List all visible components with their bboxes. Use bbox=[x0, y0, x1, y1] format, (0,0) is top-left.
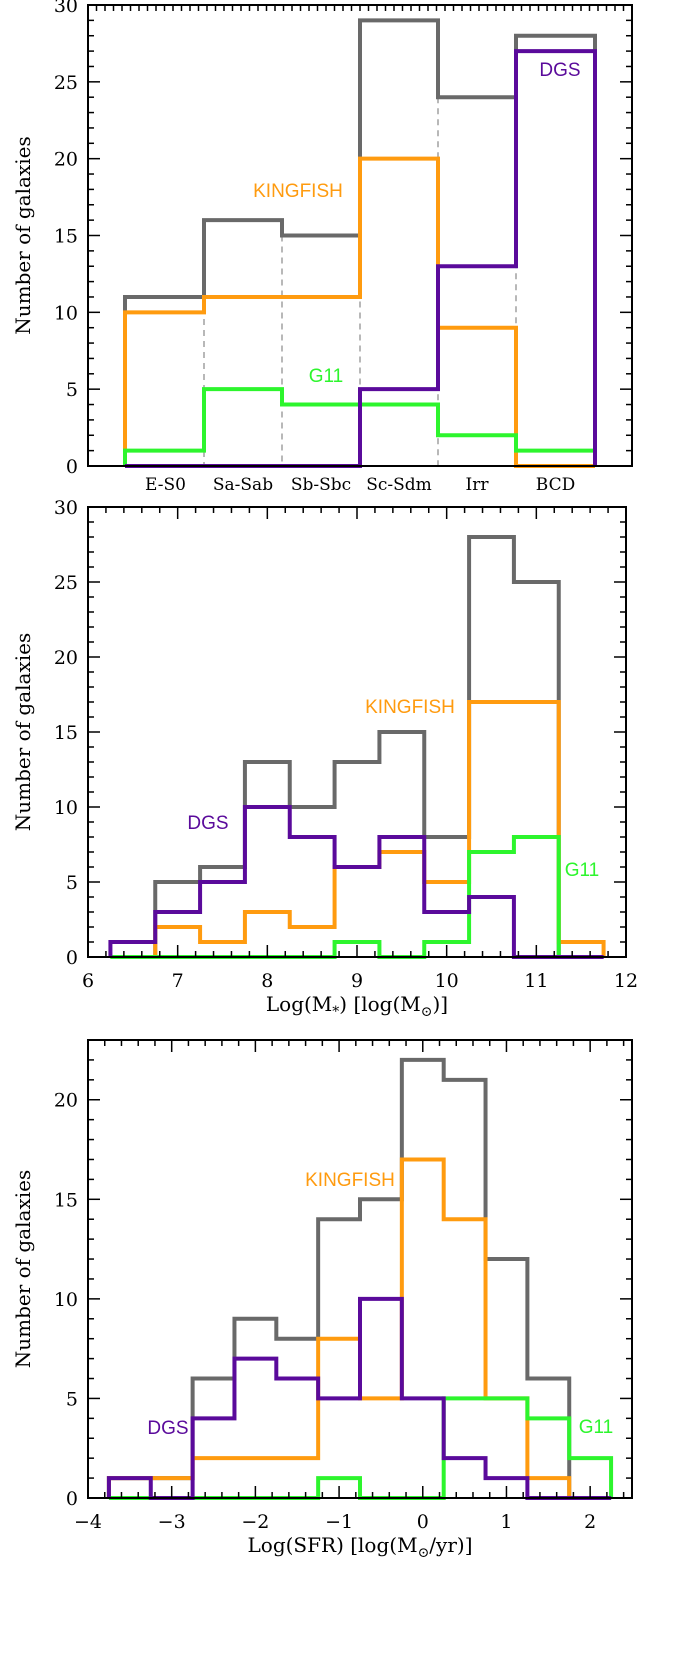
y-axis-title: Number of galaxies bbox=[11, 633, 35, 832]
x-tick-label: −1 bbox=[325, 1511, 353, 1533]
histogram-dgs bbox=[108, 805, 604, 959]
x-axis-title-part: Log(M bbox=[266, 992, 332, 1016]
series-label-g11: G11 bbox=[565, 860, 600, 881]
x-axis-title-part: )] bbox=[433, 992, 449, 1016]
y-tick-label: 5 bbox=[66, 1388, 78, 1410]
category-label: Irr bbox=[466, 475, 490, 495]
x-tick-label: −4 bbox=[74, 1511, 102, 1533]
category-label: E-S0 bbox=[145, 475, 186, 495]
y-tick-label: 20 bbox=[54, 1090, 78, 1112]
plot-frame bbox=[87, 1039, 633, 1499]
x-axis-title-subscript: ⊙ bbox=[421, 1004, 433, 1020]
series-label-g11: G11 bbox=[579, 1417, 614, 1438]
chart-panel-2: 0 5 10 15 20 25 30 6 7 8 9 10 11 12 Log(M*) [log(M⊙)] N… bbox=[11, 497, 638, 1020]
histogram-kingfish bbox=[123, 156, 595, 468]
y-tick-label: 15 bbox=[54, 226, 78, 248]
histogram-kingfish bbox=[110, 700, 606, 959]
category-label: Sb-Sbc bbox=[291, 475, 351, 495]
x-axis-title-subscript: ⊙ bbox=[418, 1545, 430, 1561]
x-axis-title-part: ) [log(M bbox=[339, 992, 420, 1016]
y-tick-label: 25 bbox=[54, 72, 78, 94]
x-tick-label: 9 bbox=[351, 970, 363, 992]
series-label-dgs: DGS bbox=[539, 60, 580, 81]
x-tick-label: 12 bbox=[614, 970, 638, 992]
x-axis-title-subscript: * bbox=[332, 1004, 339, 1020]
y-tick-label: 20 bbox=[54, 647, 78, 669]
series-label-kingfish: KINGFISH bbox=[305, 1170, 395, 1191]
histogram-total bbox=[106, 1057, 612, 1500]
plot-frame bbox=[87, 506, 627, 958]
x-axis-title-part: Log(SFR) [log(M bbox=[248, 1533, 418, 1557]
y-tick-label: 10 bbox=[54, 302, 78, 324]
x-tick-label: 8 bbox=[261, 970, 273, 992]
y-tick-label: 5 bbox=[66, 379, 78, 401]
y-tick-label: 0 bbox=[66, 1488, 78, 1510]
x-axis-title-part: /yr)] bbox=[429, 1533, 472, 1557]
histogram-g11 bbox=[110, 835, 604, 959]
series-label-dgs: DGS bbox=[147, 1418, 188, 1439]
x-tick-label: 6 bbox=[82, 970, 94, 992]
x-tick-label: 2 bbox=[584, 1511, 596, 1533]
histogram-total bbox=[110, 535, 604, 959]
y-tick-label: 10 bbox=[54, 797, 78, 819]
y-tick-label: 0 bbox=[66, 456, 78, 478]
category-label: Sa-Sab bbox=[213, 475, 273, 495]
x-tick-label: 7 bbox=[172, 970, 184, 992]
series-label-g11: G11 bbox=[309, 366, 344, 387]
y-tick-label: 20 bbox=[54, 149, 78, 171]
x-tick-label: −3 bbox=[158, 1511, 186, 1533]
chart-panel-1: 0 5 10 15 20 25 30 E-S0 Sa-Sab Sb-Sbc Sc-Sdm Irr BCD… bbox=[11, 0, 633, 495]
histogram-dgs bbox=[106, 1296, 612, 1500]
y-tick-label: 25 bbox=[54, 572, 78, 594]
x-tick-label: 11 bbox=[524, 970, 548, 992]
y-tick-label: 0 bbox=[66, 947, 78, 969]
x-axis-title: Log(SFR) [log(M⊙/yr)] bbox=[248, 1533, 473, 1561]
series-label-kingfish: KINGFISH bbox=[253, 181, 343, 202]
category-label: BCD bbox=[536, 475, 575, 495]
y-tick-label: 15 bbox=[54, 722, 78, 744]
y-tick-label: 30 bbox=[54, 0, 78, 17]
category-label: Sc-Sdm bbox=[366, 475, 432, 495]
y-axis-title: Number of galaxies bbox=[11, 1170, 35, 1369]
x-axis-title: Log(M*) [log(M⊙)] bbox=[266, 992, 448, 1020]
x-tick-label: 1 bbox=[500, 1511, 512, 1533]
x-tick-label: 10 bbox=[435, 970, 459, 992]
histogram-g11 bbox=[108, 1396, 614, 1500]
y-axis-title: Number of galaxies bbox=[11, 136, 35, 335]
y-tick-label: 30 bbox=[54, 497, 78, 519]
chart-panel-3: 0 5 10 15 20 −4 −3 −2 −1 0 1 2 Log(SFR) [log(M⊙/yr)]… bbox=[11, 1039, 633, 1561]
y-tick-label: 5 bbox=[66, 872, 78, 894]
x-tick-label: 0 bbox=[417, 1511, 429, 1533]
y-tick-label: 15 bbox=[54, 1189, 78, 1211]
histogram-total bbox=[123, 18, 597, 466]
series-label-kingfish: KINGFISH bbox=[365, 697, 455, 718]
x-tick-label: −2 bbox=[241, 1511, 269, 1533]
series-label-dgs: DGS bbox=[187, 813, 228, 834]
y-tick-label: 10 bbox=[54, 1289, 78, 1311]
